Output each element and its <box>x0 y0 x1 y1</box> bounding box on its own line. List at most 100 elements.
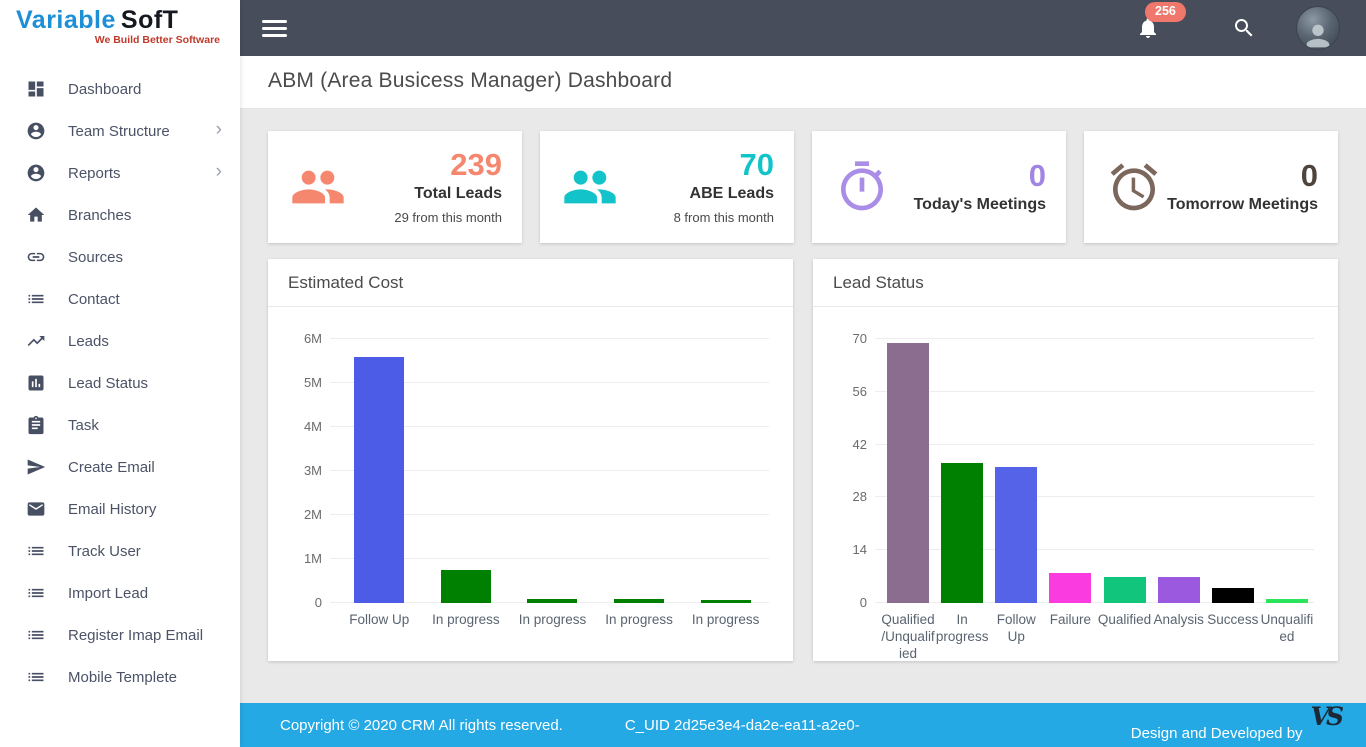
x-axis-label: Follow Up <box>349 612 410 627</box>
notifications-button[interactable]: 256 <box>1136 2 1186 40</box>
stat-card-body: 0 Tomorrow Meetings <box>1167 160 1318 214</box>
sidebar-item-label: Contact <box>68 290 120 308</box>
sidebar-item-branches[interactable]: Branches <box>0 194 240 236</box>
y-axis-label: 14 <box>852 542 867 558</box>
grid-line <box>330 470 769 471</box>
y-axis-label: 0 <box>314 595 322 610</box>
bar-cell <box>423 339 510 603</box>
people-icon <box>562 159 618 215</box>
sidebar-item-label: Task <box>68 416 99 434</box>
list-icon <box>26 625 46 645</box>
stat-value: 0 <box>1028 158 1046 194</box>
chevron-right-icon: › <box>215 161 222 182</box>
x-axis-label: In progress <box>935 612 989 644</box>
footer: Copyright © 2020 CRM All rights reserved… <box>240 703 1366 747</box>
main-column: 256 ABM (Area Busicess Manager) Dashboar… <box>240 0 1366 747</box>
sidebar-item-team-structure[interactable]: Team Structure › <box>0 110 240 152</box>
clipboard-icon <box>26 415 46 435</box>
chart-card-lead-status: Lead Status 0 14 28 42 56 70 Qualified/Unqualif… <box>813 259 1338 661</box>
sidebar-item-email-history[interactable]: Email History <box>0 488 240 530</box>
user-avatar[interactable] <box>1296 6 1340 50</box>
sidebar-item-leads[interactable]: Leads <box>0 320 240 362</box>
stat-label: ABE Leads <box>689 184 774 202</box>
stat-card-body: 0 Today's Meetings <box>914 160 1046 214</box>
x-label-cell: Analysis <box>1152 612 1206 663</box>
stat-card-abe-leads: 70 ABE Leads 8 from this month <box>540 131 794 243</box>
brand-logo[interactable]: Variable SofT We Build Better Software <box>0 0 240 58</box>
grid-line <box>330 514 769 515</box>
sidebar-item-create-email[interactable]: Create Email <box>0 446 240 488</box>
sidebar-item-label: Branches <box>68 206 132 224</box>
search-icon <box>1235 19 1253 37</box>
x-label-cell: In progress <box>935 612 989 663</box>
sidebar-item-label: Reports <box>68 164 121 182</box>
brand-name-secondary: SofT <box>120 6 179 34</box>
sidebar-item-reports[interactable]: Reports › <box>0 152 240 194</box>
hamburger-icon <box>262 19 287 23</box>
bar-in-progress-1[interactable] <box>941 463 984 603</box>
brand-name-primary: Variable <box>16 6 116 34</box>
sidebar-item-dashboard[interactable]: Dashboard <box>0 68 240 110</box>
x-axis-label: In progress <box>432 612 500 627</box>
bar-in-progress-1[interactable] <box>440 570 491 603</box>
bar-qualified-unqualified-0[interactable] <box>887 343 930 603</box>
x-axis-label: In progress <box>691 612 760 627</box>
hamburger-menu-button[interactable] <box>256 10 293 47</box>
chart-body: 0 1M 2M 3M 4M 5M 6M Follow Up In progress In prog… <box>268 307 793 661</box>
sidebar-item-contact[interactable]: Contact <box>0 278 240 320</box>
chart-body: 0 14 28 42 56 70 Qualified/Unqualified In progr… <box>813 307 1338 663</box>
people-icon <box>290 159 346 215</box>
grid-line <box>875 443 1314 445</box>
stat-card-today-s-meetings: 0 Today's Meetings <box>812 131 1066 243</box>
bar-success-6[interactable] <box>1211 588 1254 603</box>
bar-cell <box>989 339 1043 603</box>
x-label-cell: Qualified <box>1098 612 1152 663</box>
sidebar-item-label: Import Lead <box>68 584 149 602</box>
charts-row: Estimated Cost 0 1M 2M 3M 4M 5M 6M Follow Up In p… <box>268 259 1338 661</box>
bar-in-progress-2[interactable] <box>527 599 578 603</box>
x-label-cell: In progress <box>682 612 769 629</box>
sidebar-item-track-user[interactable]: Track User <box>0 530 240 572</box>
bar-unqualified-7[interactable] <box>1265 599 1308 603</box>
chart-plot-area: 0 14 28 42 56 70 <box>829 332 1320 609</box>
stat-value: 239 <box>450 147 502 183</box>
bar-analysis-5[interactable] <box>1157 577 1200 603</box>
sidebar-item-import-lead[interactable]: Import Lead <box>0 572 240 614</box>
chevron-right-icon: › <box>215 119 222 140</box>
bell-icon <box>1140 18 1156 38</box>
bar-in-progress-4[interactable] <box>700 600 751 603</box>
bar-in-progress-3[interactable] <box>614 599 665 603</box>
y-axis-label: 5M <box>303 375 322 390</box>
stat-label: Today's Meetings <box>913 195 1046 213</box>
list-icon <box>26 289 46 309</box>
sidebar-item-sources[interactable]: Sources <box>0 236 240 278</box>
bar-chart-icon <box>26 373 46 393</box>
stat-card-body: 70 ABE Leads 8 from this month <box>674 149 774 225</box>
x-label-cell: In progress <box>596 612 683 629</box>
bar-cell <box>881 339 935 603</box>
bar-follow-up-2[interactable] <box>995 467 1038 603</box>
list-icon <box>26 667 46 687</box>
y-axis-label: 42 <box>852 436 867 452</box>
footer-copyright: Copyright © 2020 CRM All rights reserved… <box>280 716 563 734</box>
x-label-cell: Follow Up <box>989 612 1043 663</box>
search-button[interactable] <box>1232 16 1256 40</box>
sidebar-item-lead-status[interactable]: Lead Status <box>0 362 240 404</box>
bar-cell <box>1260 339 1314 603</box>
sidebar-item-task[interactable]: Task <box>0 404 240 446</box>
bar-cell <box>682 339 769 603</box>
sidebar-item-register-imap-email[interactable]: Register Imap Email <box>0 614 240 656</box>
x-axis-label: Qualified/Unqualified <box>881 612 935 661</box>
y-axis-label: 6M <box>303 331 322 346</box>
bar-cell <box>596 339 683 603</box>
sidebar-item-label: Dashboard <box>68 80 142 98</box>
bar-failure-3[interactable] <box>1049 573 1092 603</box>
y-axis-label: 4M <box>303 419 322 434</box>
sidebar-item-mobile-templete[interactable]: Mobile Templete <box>0 656 240 698</box>
x-axis-label: Failure <box>1049 612 1092 627</box>
chart-bars <box>336 339 769 603</box>
bar-follow-up-0[interactable] <box>354 357 405 603</box>
bar-qualified-4[interactable] <box>1103 577 1146 603</box>
grid-line <box>330 558 769 559</box>
sidebar-item-label: Email History <box>68 500 157 518</box>
